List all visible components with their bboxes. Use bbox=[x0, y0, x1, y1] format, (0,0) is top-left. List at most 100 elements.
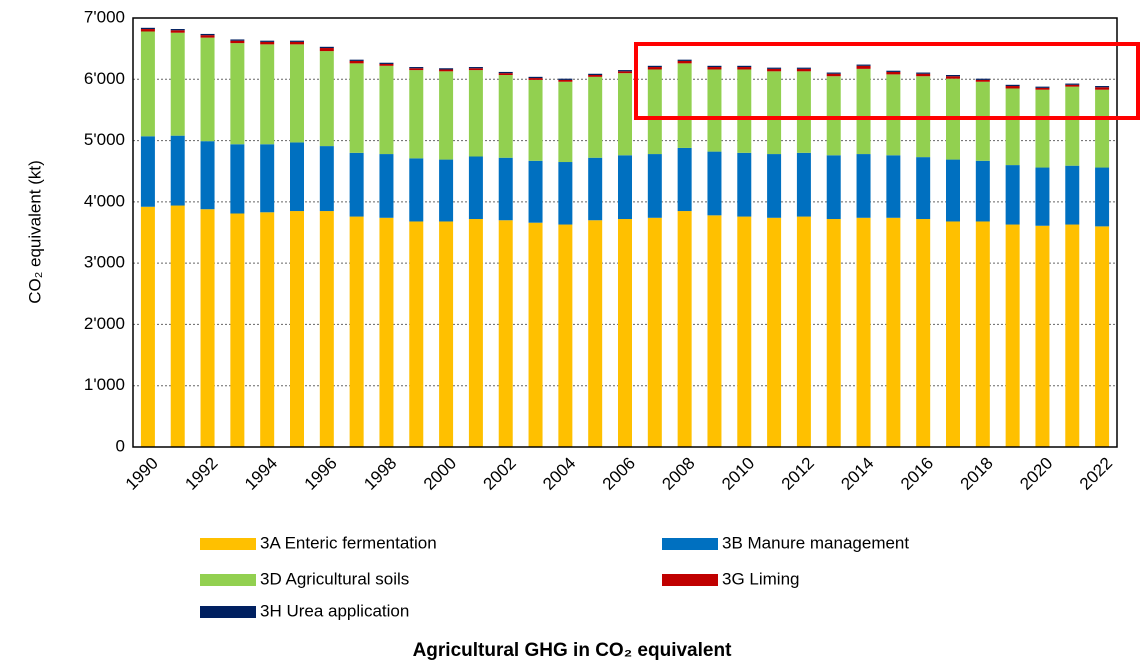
bar-segment bbox=[796, 68, 811, 72]
bar-segment bbox=[737, 152, 752, 217]
bar-segment bbox=[707, 65, 722, 68]
legend-label: 3D Agricultural soils bbox=[260, 569, 409, 588]
bar-segment bbox=[737, 65, 752, 68]
bar-segment bbox=[290, 44, 304, 143]
bar-segment bbox=[886, 155, 901, 218]
bar-segment bbox=[677, 211, 692, 447]
bar-segment bbox=[707, 69, 722, 152]
bar-segment bbox=[647, 217, 662, 447]
bar-segment bbox=[140, 29, 155, 32]
bar-segment bbox=[558, 79, 573, 82]
bar-segment bbox=[200, 37, 215, 142]
bar-segment bbox=[737, 216, 752, 447]
bar-segment bbox=[946, 221, 960, 447]
legend-label: 3A Enteric fermentation bbox=[260, 533, 437, 552]
bar-segment bbox=[200, 33, 215, 36]
bar-segment bbox=[140, 27, 155, 30]
bar-segment bbox=[916, 157, 931, 220]
x-tick-label: 2012 bbox=[778, 454, 818, 494]
bar-segment bbox=[975, 78, 990, 80]
y-tick-label: 5'000 bbox=[84, 130, 125, 149]
bar-segment bbox=[528, 79, 543, 161]
bar-segment bbox=[409, 221, 424, 447]
bar-segment bbox=[409, 67, 424, 69]
bar-segment bbox=[1005, 86, 1020, 89]
bar-segment bbox=[528, 76, 543, 79]
x-tick-label: 1996 bbox=[301, 454, 341, 494]
bar-segment bbox=[1065, 165, 1080, 225]
bar-segment bbox=[409, 158, 424, 222]
bar-segment bbox=[170, 32, 185, 136]
bar-segment bbox=[498, 157, 513, 221]
bar-segment bbox=[946, 76, 960, 79]
bar-segment bbox=[230, 40, 245, 44]
bar-segment bbox=[170, 30, 185, 33]
bar-segment bbox=[707, 67, 722, 70]
bar-segment bbox=[737, 67, 752, 70]
bar-segment bbox=[170, 135, 185, 206]
plot-frame bbox=[132, 17, 1118, 448]
bar-segment bbox=[1095, 167, 1110, 227]
bar-segment bbox=[230, 144, 245, 214]
bar-segment bbox=[975, 81, 990, 161]
bar-segment bbox=[796, 71, 811, 153]
bar-segment bbox=[1095, 226, 1110, 447]
bar-segment bbox=[349, 216, 364, 447]
bar-segment bbox=[319, 146, 334, 212]
bar-segment bbox=[170, 205, 185, 447]
bar-segment bbox=[647, 69, 662, 155]
legend-swatch bbox=[200, 606, 256, 618]
bar-segment bbox=[618, 73, 632, 156]
bar-segment bbox=[826, 73, 841, 77]
y-tick-label: 3'000 bbox=[84, 253, 125, 272]
bar-segment bbox=[260, 212, 275, 447]
bar-segment bbox=[856, 65, 871, 69]
bar-segment bbox=[379, 62, 394, 64]
bar-segment bbox=[260, 144, 275, 213]
bar-segment bbox=[290, 211, 304, 447]
bar-segment bbox=[230, 213, 245, 447]
legend-swatch bbox=[662, 574, 718, 586]
bar-segment bbox=[1035, 225, 1050, 447]
bar-segment bbox=[1035, 86, 1050, 88]
bar-segment bbox=[1005, 165, 1020, 225]
x-tick-label: 2020 bbox=[1016, 454, 1056, 494]
bar-segment bbox=[468, 68, 483, 71]
bar-segment bbox=[558, 78, 573, 80]
bar-segment bbox=[1065, 84, 1080, 87]
bar-segment bbox=[140, 136, 155, 207]
bar-segment bbox=[290, 40, 304, 42]
bar-segment bbox=[856, 64, 871, 66]
x-tick-label: 1994 bbox=[241, 454, 281, 494]
bar-segment bbox=[260, 44, 275, 145]
bar-segment bbox=[826, 219, 841, 447]
bar-segment bbox=[379, 65, 394, 155]
bar-segment bbox=[856, 68, 871, 155]
x-tick-label: 2016 bbox=[897, 454, 937, 494]
legend-swatch bbox=[200, 538, 256, 550]
x-tick-label: 1992 bbox=[181, 454, 221, 494]
bar-segment bbox=[796, 152, 811, 217]
legend-swatch bbox=[662, 538, 718, 550]
bar-segment bbox=[349, 63, 364, 153]
bar-segment bbox=[618, 155, 632, 220]
chart-title: Agricultural GHG in CO₂ equivalent bbox=[413, 640, 732, 661]
bar-segment bbox=[588, 157, 603, 221]
bar-segment bbox=[528, 160, 543, 223]
bar-segment bbox=[796, 67, 811, 69]
bar-segment bbox=[439, 221, 454, 447]
y-axis-label: CO₂ equivalent (kt) bbox=[25, 160, 44, 304]
bar-segment bbox=[558, 81, 573, 163]
bar-segment bbox=[290, 142, 304, 212]
bar-segment bbox=[319, 51, 334, 147]
bar-segment bbox=[290, 41, 304, 45]
bar-segment bbox=[200, 209, 215, 447]
bar-segment bbox=[468, 67, 483, 69]
bar-segment bbox=[677, 147, 692, 212]
bar-segment bbox=[707, 151, 722, 216]
x-tick-label: 1998 bbox=[360, 454, 400, 494]
legend-label: 3G Liming bbox=[722, 569, 799, 588]
bar-segment bbox=[1035, 89, 1050, 168]
y-tick-label: 1'000 bbox=[84, 375, 125, 394]
